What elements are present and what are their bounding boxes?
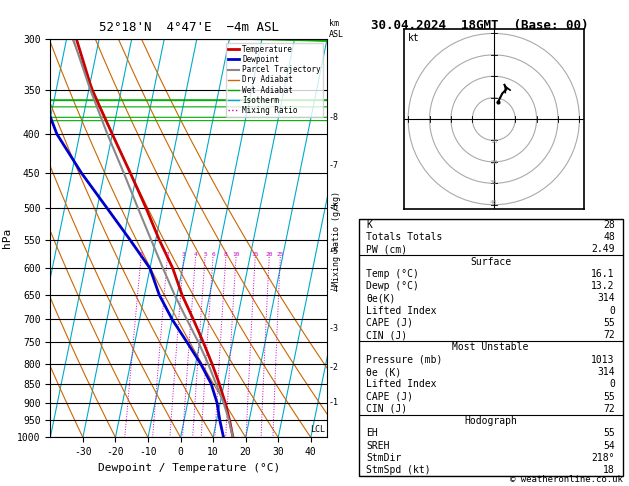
Text: 10: 10 [232, 252, 240, 257]
Text: 40: 40 [490, 200, 498, 206]
Text: 28: 28 [603, 220, 615, 230]
Text: 72: 72 [603, 404, 615, 414]
Text: LCL: LCL [311, 424, 325, 434]
Text: K: K [367, 220, 372, 230]
Text: Hodograph: Hodograph [464, 416, 517, 426]
Text: -4: -4 [329, 285, 338, 294]
Y-axis label: hPa: hPa [1, 228, 11, 248]
Text: Most Unstable: Most Unstable [452, 343, 529, 352]
Text: 54: 54 [603, 441, 615, 451]
Text: 10: 10 [490, 139, 498, 144]
Text: 4: 4 [194, 252, 198, 257]
X-axis label: Dewpoint / Temperature (°C): Dewpoint / Temperature (°C) [97, 463, 280, 473]
Text: Temp (°C): Temp (°C) [367, 269, 420, 279]
Text: CIN (J): CIN (J) [367, 404, 408, 414]
Text: -2: -2 [329, 363, 338, 372]
Text: km
ASL: km ASL [329, 19, 343, 39]
Text: 25: 25 [277, 252, 284, 257]
Text: 3: 3 [182, 252, 186, 257]
Title: 52°18'N  4°47'E  −4m ASL: 52°18'N 4°47'E −4m ASL [99, 20, 279, 34]
Text: 20: 20 [490, 160, 498, 165]
Text: -1: -1 [329, 398, 338, 407]
Text: 6: 6 [211, 252, 215, 257]
Text: 8: 8 [224, 252, 228, 257]
Text: © weatheronline.co.uk: © weatheronline.co.uk [510, 474, 623, 484]
Text: 2: 2 [165, 252, 169, 257]
Text: 0: 0 [609, 379, 615, 389]
Text: 30: 30 [490, 180, 498, 185]
Text: Mixing Ratio (g/kg): Mixing Ratio (g/kg) [332, 191, 341, 286]
Text: 0: 0 [609, 306, 615, 316]
Text: 16.1: 16.1 [591, 269, 615, 279]
Legend: Temperature, Dewpoint, Parcel Trajectory, Dry Adiabat, Wet Adiabat, Isotherm, Mi: Temperature, Dewpoint, Parcel Trajectory… [226, 43, 323, 117]
Text: 1013: 1013 [591, 355, 615, 365]
Text: 55: 55 [603, 428, 615, 438]
Text: 55: 55 [603, 318, 615, 328]
Text: 18: 18 [603, 465, 615, 475]
Text: StmDir: StmDir [367, 453, 402, 463]
Text: -5: -5 [329, 247, 338, 256]
Text: 218°: 218° [591, 453, 615, 463]
Text: Lifted Index: Lifted Index [367, 306, 437, 316]
Text: 30.04.2024  18GMT  (Base: 00): 30.04.2024 18GMT (Base: 00) [371, 19, 589, 33]
Text: StmSpd (kt): StmSpd (kt) [367, 465, 431, 475]
Text: -8: -8 [329, 113, 338, 122]
Text: CAPE (J): CAPE (J) [367, 392, 413, 401]
Text: Lifted Index: Lifted Index [367, 379, 437, 389]
Text: 48: 48 [603, 232, 615, 242]
Text: SREH: SREH [367, 441, 390, 451]
Text: 15: 15 [252, 252, 259, 257]
Text: CAPE (J): CAPE (J) [367, 318, 413, 328]
Text: CIN (J): CIN (J) [367, 330, 408, 340]
Text: 1: 1 [139, 252, 143, 257]
Text: Pressure (mb): Pressure (mb) [367, 355, 443, 365]
Text: 314: 314 [597, 294, 615, 303]
Text: 13.2: 13.2 [591, 281, 615, 291]
Text: θe(K): θe(K) [367, 294, 396, 303]
Text: -3: -3 [329, 324, 338, 333]
Text: 55: 55 [603, 392, 615, 401]
Text: 72: 72 [603, 330, 615, 340]
Text: PW (cm): PW (cm) [367, 244, 408, 254]
Text: -6: -6 [329, 204, 338, 212]
Text: 20: 20 [265, 252, 273, 257]
Text: -7: -7 [329, 161, 338, 170]
Text: θe (K): θe (K) [367, 367, 402, 377]
Text: Totals Totals: Totals Totals [367, 232, 443, 242]
Text: Surface: Surface [470, 257, 511, 267]
Text: 2.49: 2.49 [591, 244, 615, 254]
Text: kt: kt [408, 33, 419, 43]
Text: 5: 5 [203, 252, 207, 257]
Text: Dewp (°C): Dewp (°C) [367, 281, 420, 291]
Text: EH: EH [367, 428, 378, 438]
Text: 314: 314 [597, 367, 615, 377]
